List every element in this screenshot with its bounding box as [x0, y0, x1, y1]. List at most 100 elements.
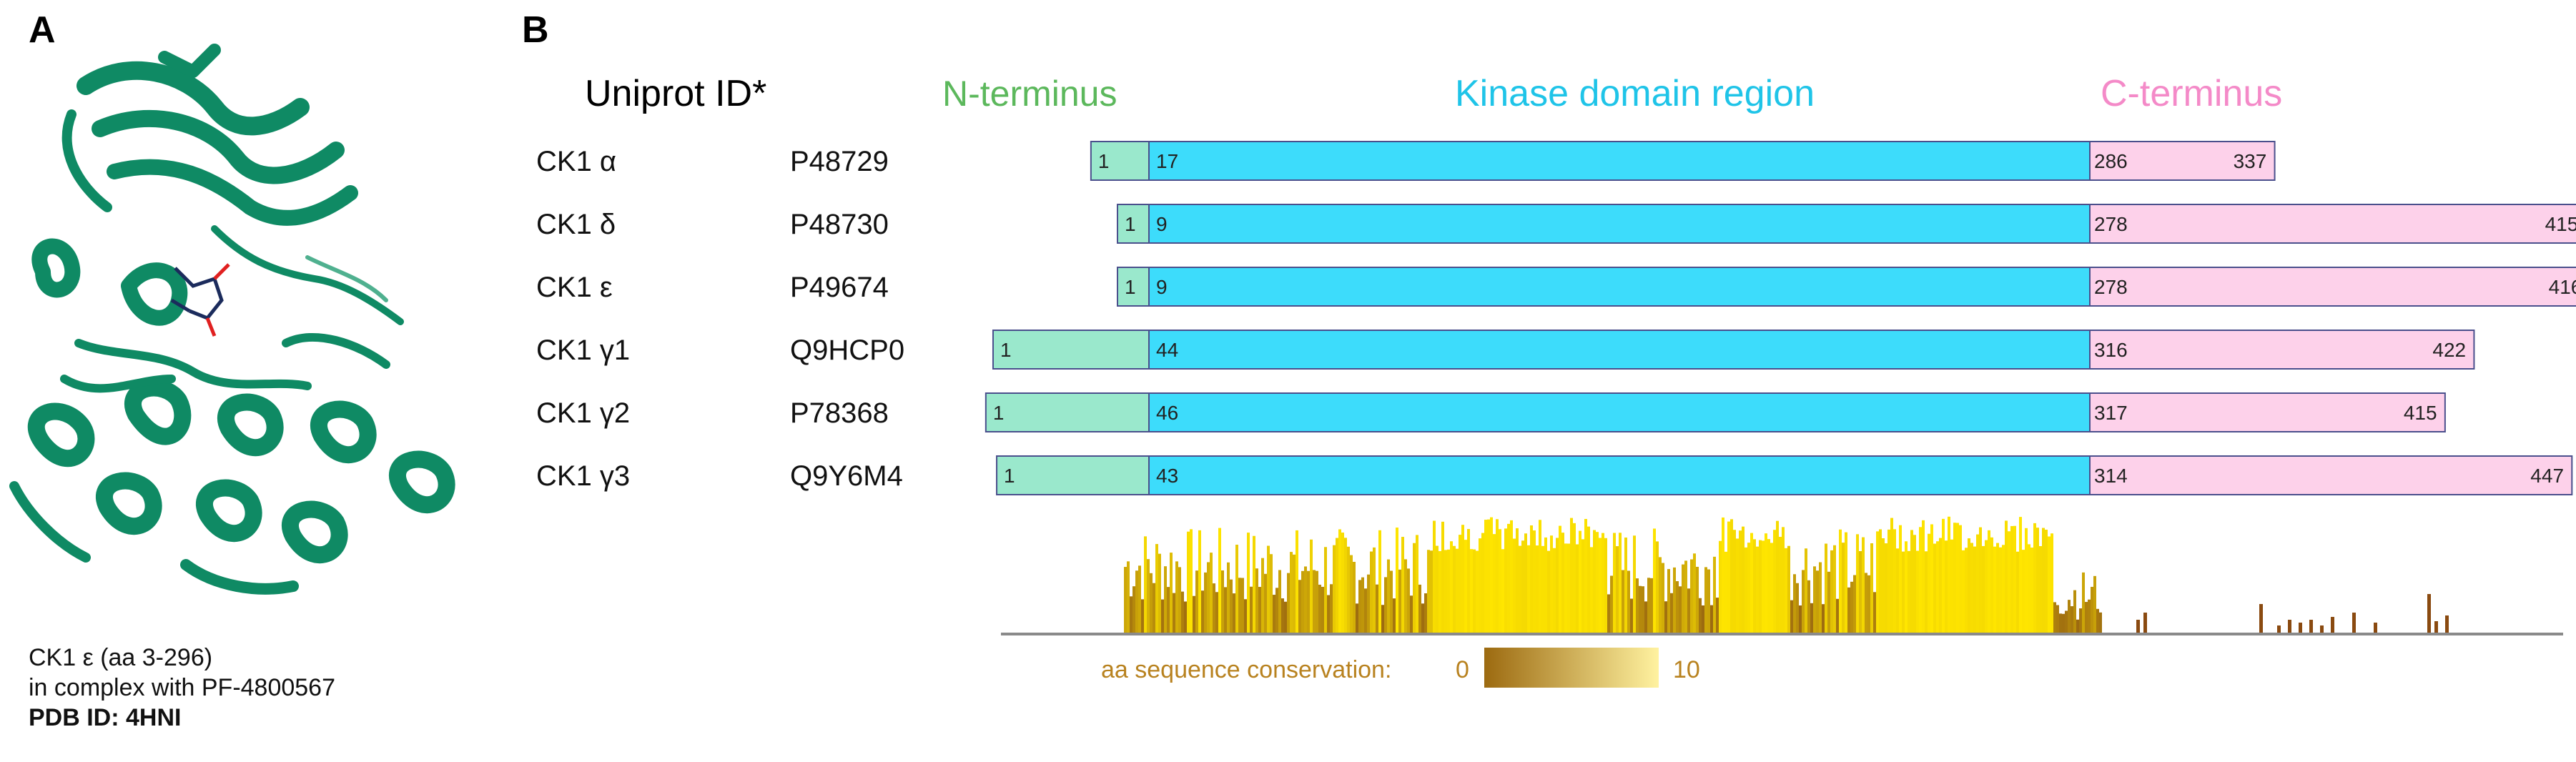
conservation-bar	[1684, 560, 1687, 634]
conservation-bar	[1676, 581, 1679, 634]
conservation-bar	[1230, 579, 1233, 634]
conservation-bar	[1327, 595, 1330, 634]
conservation-bar	[1796, 583, 1799, 634]
conservation-bar	[1782, 527, 1785, 634]
conservation-bar	[1195, 570, 1198, 634]
conservation-bar	[1948, 516, 1950, 634]
conservation-bar	[1410, 595, 1413, 634]
conservation-bar	[1453, 545, 1456, 634]
conservation-bar	[2036, 528, 2039, 634]
conservation-bar	[1264, 573, 1267, 634]
conservation-bar	[1965, 548, 1968, 634]
conservation-bar	[1693, 553, 1696, 634]
kinase-end-label: 316	[2094, 339, 2128, 361]
conservation-bar	[1444, 550, 1447, 634]
conservation-bar	[1175, 561, 1178, 634]
conservation-bar	[1150, 573, 1153, 634]
conservation-bar	[1381, 605, 1384, 634]
conservation-bar	[1836, 598, 1839, 634]
conservation-bar	[2019, 517, 2022, 634]
protein-structure-image	[9, 44, 455, 595]
c-terminus-segment	[2089, 455, 2573, 495]
conservation-bar	[2309, 620, 2313, 634]
kinase-start-label: 44	[1156, 339, 1178, 361]
conservation-bar	[1281, 598, 1284, 634]
conservation-bar	[1942, 518, 1945, 634]
conservation-bar	[1773, 530, 1776, 634]
conservation-bar	[1393, 598, 1396, 634]
conservation-bar	[1255, 568, 1258, 634]
conservation-bar	[1224, 587, 1227, 634]
conservation-bar	[1421, 603, 1424, 634]
uniprot-id: P78368	[790, 397, 889, 429]
conservation-bar	[1576, 544, 1579, 634]
conservation-bar	[1739, 530, 1742, 634]
conservation-bar	[1699, 598, 1702, 634]
conservation-bar	[1862, 537, 1865, 634]
conservation-bar	[1407, 568, 1410, 634]
conservation-bar	[2434, 621, 2438, 634]
conservation-bar	[2320, 625, 2324, 634]
conservation-bar	[1490, 517, 1493, 634]
conservation-bar	[1519, 545, 1521, 634]
conservation-legend-label: aa sequence conservation:	[1101, 656, 1391, 683]
conservation-bar	[1802, 570, 1805, 634]
conservation-bar	[1753, 539, 1756, 634]
conservation-bar	[1890, 518, 1893, 634]
conservation-bar	[1596, 532, 1599, 634]
n-terminus-segment	[992, 330, 1150, 370]
conservation-bar	[1430, 550, 1433, 634]
conservation-bar	[1679, 586, 1682, 634]
conservation-bar	[1233, 593, 1235, 634]
n-terminus-header: N-terminus	[942, 74, 1117, 114]
conservation-bar	[1667, 569, 1670, 634]
conservation-bar	[2008, 531, 2010, 634]
conservation-bar	[1556, 538, 1559, 634]
conservation-bar	[1750, 533, 1753, 634]
conservation-bar	[2331, 617, 2334, 634]
structure-caption-line1: CK1 ε (aa 3-296)	[29, 644, 213, 671]
conservation-bar	[2022, 550, 2025, 634]
conservation-bar	[1859, 551, 1862, 634]
conservation-bar	[1164, 566, 1167, 634]
conservation-bar	[1198, 530, 1201, 634]
conservation-bar	[1933, 543, 1936, 634]
conservation-bar	[1124, 567, 1127, 634]
conservation-bar	[2299, 623, 2302, 634]
conservation-bar	[2352, 613, 2356, 634]
conservation-bar	[1867, 575, 1870, 634]
conservation-bar	[1902, 551, 1905, 634]
conservation-bar	[1607, 594, 1610, 634]
conservation-bar	[1267, 545, 1270, 634]
c-end-label: 422	[2432, 339, 2466, 361]
conservation-bar	[1579, 530, 1581, 634]
conservation-bar	[1510, 520, 1513, 634]
conservation-bar	[1135, 570, 1138, 634]
kinase-start-label: 17	[1156, 150, 1178, 172]
conservation-bar	[1765, 533, 1767, 634]
conservation-bar	[1742, 526, 1745, 634]
conservation-bar	[1936, 541, 1939, 634]
conservation-bar	[1376, 584, 1378, 634]
conservation-bar	[1656, 541, 1659, 634]
kinase-domain-segment	[1148, 267, 2091, 307]
conservation-bar	[1887, 529, 1890, 634]
n-start-label: 1	[1125, 276, 1136, 298]
conservation-bar	[1390, 570, 1393, 634]
conservation-bar	[1664, 601, 1667, 634]
conservation-bar	[2143, 613, 2147, 634]
conservation-bar	[1805, 548, 1807, 634]
conservation-bar	[1939, 538, 1942, 634]
conservation-bar	[1218, 528, 1221, 634]
conservation-bar	[1235, 544, 1238, 634]
uniprot-id: P49674	[790, 272, 889, 303]
c-terminus-segment	[2089, 141, 2276, 181]
conservation-bar	[1436, 545, 1438, 634]
conservation-bar	[1318, 584, 1321, 634]
conservation-bar	[1384, 577, 1387, 634]
conservation-bar	[1130, 596, 1132, 634]
conservation-bar	[1970, 543, 1973, 634]
conservation-bar	[1270, 554, 1273, 634]
conservation-bar	[1416, 535, 1418, 634]
conservation-bar	[1730, 519, 1733, 634]
